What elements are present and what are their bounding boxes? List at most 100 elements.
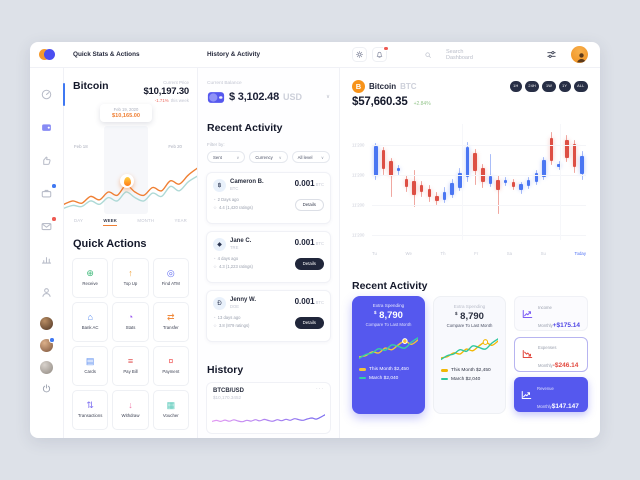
stat-card-revenue-monthly[interactable]: Revenue Monthly$147.147 [514, 377, 588, 412]
sidebar-item-like[interactable] [30, 144, 64, 177]
range-pills: 1H 24H 1W 1Y ALL [509, 81, 588, 92]
candle [563, 124, 571, 240]
topbar: Search Dashboard [340, 42, 600, 67]
dashboard-icon [40, 88, 53, 101]
quick-action-bank-ac[interactable]: ⌂ Bank AC [72, 302, 109, 342]
quick-action-receive[interactable]: ⊕ Receive [72, 258, 109, 298]
quick-action-label: Cards [84, 369, 96, 375]
range-pill-all[interactable]: ALL [573, 81, 588, 92]
app-logo[interactable] [39, 48, 55, 61]
settings-button[interactable] [352, 47, 367, 62]
avatar[interactable] [40, 338, 54, 352]
history-title: History [207, 364, 244, 376]
quick-action-top-up[interactable]: ↑ Top Up [112, 258, 149, 298]
activity-meta: ◔ 4 days ago ☆ 4.3 (1,223 ratings) [213, 256, 253, 270]
range-pill-1w[interactable]: 1W [542, 81, 556, 92]
activity-ticker: TRE [230, 245, 239, 250]
stat-card-expenses-monthly[interactable]: Expenses Monthly-$246.14 [514, 336, 588, 372]
candle-body [381, 150, 386, 170]
search-input[interactable]: Search Dashboard [415, 49, 473, 61]
tab-month[interactable]: MONTH [137, 218, 155, 223]
history-pair: BTCB/USD [213, 388, 244, 394]
star-icon: ☆ [213, 322, 217, 328]
briefcase-icon [40, 187, 53, 200]
legend-swatch [359, 376, 366, 380]
quick-actions-title: Quick Actions [73, 238, 147, 250]
avatar[interactable] [40, 317, 53, 330]
online-badge [50, 338, 54, 342]
logo-blue-circle [44, 49, 55, 60]
candle [380, 124, 388, 240]
quick-action-voucher[interactable]: ▦ Voucher [152, 390, 189, 430]
x-axis-label: Tu [372, 251, 377, 256]
range-pill-24h[interactable]: 24H [524, 81, 540, 92]
quick-action-pay-bill[interactable]: ≡ Pay Bill [112, 346, 149, 386]
sidebar-avatars [40, 317, 54, 374]
quick-action-payment[interactable]: ¤ Payment [152, 346, 189, 386]
spending-card[interactable]: Extra Spending $ 8,790 Compare To Last Mon… [432, 296, 507, 414]
history-card[interactable]: BTCB/USD $10,170.3452 ··· [206, 382, 331, 434]
quick-action-label: Receive [82, 281, 98, 287]
voucher-icon: ▦ [166, 400, 176, 411]
sidebar-item-dashboard[interactable] [30, 78, 65, 111]
bitcoin-icon: B [352, 80, 365, 93]
user-avatar[interactable] [571, 46, 588, 63]
spending-card[interactable]: Extra Spending $ 8,790 Compare To Last Mon… [352, 296, 425, 414]
sidebar-item-wallet[interactable] [30, 111, 64, 144]
candle-wick [489, 154, 491, 188]
sidebar-item-messages[interactable] [30, 210, 64, 243]
quick-action-transactions[interactable]: ⇅ Transactions [72, 390, 109, 430]
y-axis-tick: 11'200 [352, 232, 365, 238]
candle-wick [497, 174, 499, 214]
current-price-block: Current Price $10,197.30 -1.71% this week [143, 80, 189, 103]
notifications-button[interactable] [372, 46, 388, 62]
chart-tooltip: Feb 19, 2020 $10,165.00 [100, 104, 152, 122]
candle [517, 124, 525, 240]
avatar[interactable] [40, 361, 53, 374]
spending-legend: This Month $2,450 March $2,040 [440, 368, 498, 382]
sidebar-item-profile[interactable] [30, 276, 64, 309]
star-icon: ☆ [213, 263, 217, 269]
quick-action-withdraw[interactable]: ↓ Withdraw [112, 390, 149, 430]
filter-button[interactable] [546, 49, 557, 60]
sliders-icon [546, 49, 557, 60]
x-axis-label: Today [574, 251, 586, 256]
tab-week[interactable]: WEEK [103, 218, 118, 226]
quick-action-label: Payment [162, 369, 180, 375]
quick-action-find-atm[interactable]: ◎ Find ATM [152, 258, 189, 298]
activity-card-top: ฿ Cameron B. BTC 0.001BTC [213, 179, 324, 192]
range-pill-1h[interactable]: 1H [509, 81, 522, 92]
candle-body [412, 180, 416, 195]
tab-year[interactable]: YEAR [174, 218, 187, 223]
stat-card-income-monthly[interactable]: Income Monthly+$175.14 [514, 296, 588, 331]
details-button[interactable]: Details [294, 198, 324, 211]
logout-button[interactable] [30, 383, 64, 394]
details-button[interactable]: Details [294, 316, 324, 329]
y-axis-tick: 11'200 [352, 172, 365, 178]
filter-label-text: Sent [213, 154, 222, 160]
filter-dropdown-sent[interactable]: Sent ∨ [207, 151, 246, 163]
quick-action-stats[interactable]: ◔ Stats [112, 302, 149, 342]
activity-amount: 0.001BTC [294, 297, 324, 306]
legend-row: This Month $2,450 [440, 368, 498, 373]
chevron-down-icon[interactable]: ∨ [325, 94, 330, 100]
stat-card-label: Expenses Monthly [538, 345, 557, 368]
quick-action-cards[interactable]: ▤ Cards [72, 346, 109, 386]
mail-icon [40, 220, 53, 233]
gridline-horizontal [372, 205, 586, 207]
range-pill-1y[interactable]: 1Y [558, 81, 571, 92]
filter-dropdown-currency[interactable]: Currency ∨ [249, 151, 288, 163]
filter-dropdown-all-level[interactable]: All level ∨ [291, 151, 330, 163]
details-button[interactable]: Details [294, 257, 324, 270]
sidebar-item-briefcase[interactable] [30, 177, 64, 210]
wallet-icon [207, 91, 225, 104]
tab-day[interactable]: DAY [74, 218, 84, 223]
quick-action-transfer[interactable]: ⇄ Transfer [152, 302, 189, 342]
market-coin-name: Bitcoin [369, 82, 397, 91]
sidebar-item-analytics[interactable] [30, 243, 64, 276]
market-price: $57,660.35 [352, 96, 408, 108]
more-menu-icon[interactable]: ··· [316, 386, 324, 392]
stat-card-label: Revenue Monthly [537, 385, 554, 409]
candle-wick [390, 157, 392, 197]
candle-body [511, 182, 516, 188]
